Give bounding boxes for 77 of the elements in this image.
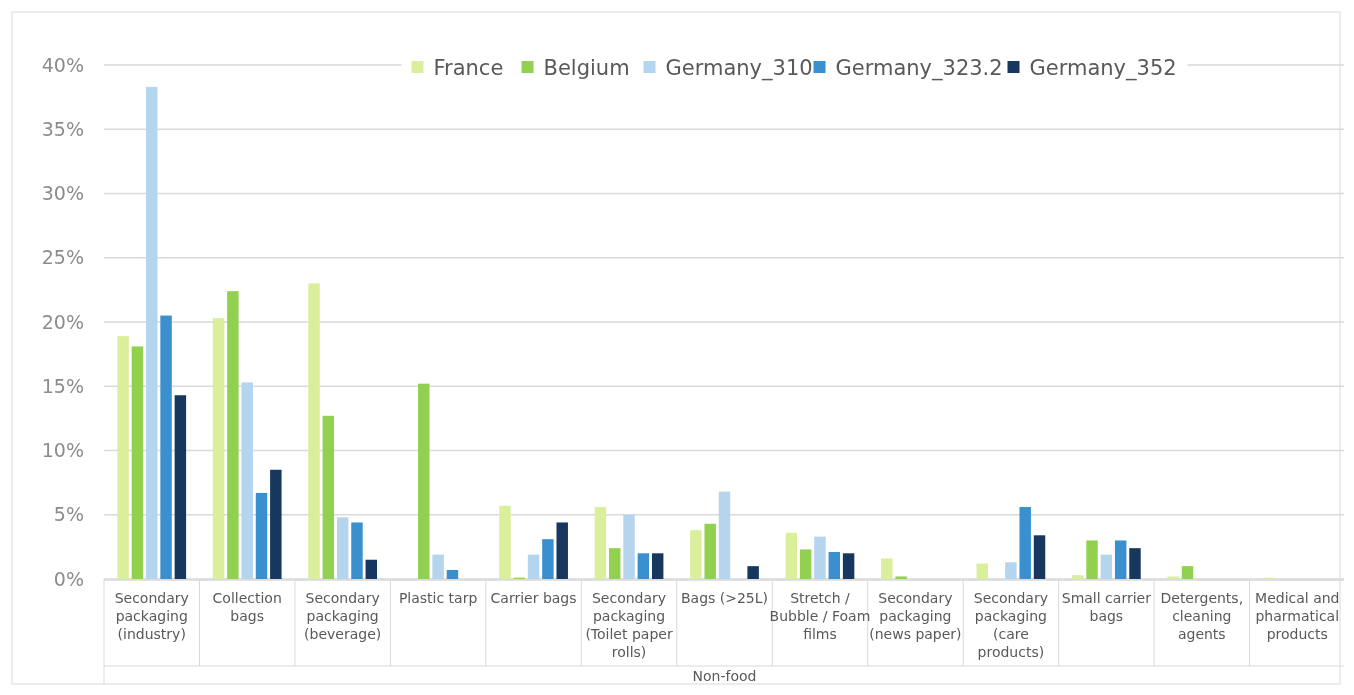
bar (785, 532, 798, 579)
bar (637, 553, 650, 579)
x-tick-label: Detergents, cleaning agents (1160, 590, 1244, 642)
legend-label: Germany_310 (665, 56, 813, 82)
x-tick-label: Collection bags (212, 590, 282, 624)
legend-label: Belgium (543, 56, 630, 81)
bar (623, 514, 635, 579)
bar (270, 469, 282, 579)
y-tick-label: 10% (41, 439, 84, 462)
y-tick-label: 40% (41, 53, 84, 76)
bar (747, 566, 759, 579)
bar (212, 318, 225, 579)
bar (1181, 566, 1194, 579)
bar (1100, 554, 1113, 579)
y-tick-label: 25% (41, 246, 84, 269)
bar (146, 86, 158, 579)
bar (842, 553, 855, 579)
bar (1019, 507, 1031, 579)
bar (704, 523, 716, 579)
bar (174, 395, 187, 579)
bar (651, 553, 664, 579)
bar (881, 558, 893, 579)
bar (446, 570, 459, 579)
bar (499, 505, 511, 579)
x-tick-label: Plastic tarp (398, 590, 478, 606)
x-tick-label: Secondary packaging (industry) (114, 590, 189, 642)
legend-label: France (433, 56, 504, 81)
bar (718, 491, 731, 579)
x-tick-label: Carrier bags (490, 590, 577, 606)
bar (351, 522, 363, 579)
y-tick-label: 35% (41, 117, 84, 140)
bar (432, 554, 444, 579)
bar (527, 554, 540, 579)
bar (895, 576, 907, 579)
bar (241, 382, 253, 579)
x-tick-label: Secondary packaging (news paper) (869, 590, 962, 642)
bar (828, 552, 841, 579)
x-tick-label: Small carrier bags (1061, 590, 1152, 624)
bar (1114, 540, 1127, 579)
bar (1086, 540, 1098, 579)
bar (608, 548, 621, 579)
bar (131, 346, 144, 579)
bar (117, 336, 129, 579)
bar (418, 383, 430, 579)
y-tick-label: 30% (41, 182, 84, 205)
bar (1167, 576, 1179, 579)
bar (227, 291, 239, 579)
y-tick-label: 20% (41, 310, 84, 333)
x-tick-label: Stretch / Bubble / Foam films (769, 590, 871, 642)
bar (336, 517, 349, 579)
legend-label: Germany_352 (1029, 56, 1177, 82)
bar (308, 283, 320, 579)
bar (1033, 535, 1046, 579)
y-tick-label: 15% (41, 374, 84, 397)
bar (1071, 575, 1084, 579)
x-tick-label: Medical and pharmatical products (1255, 590, 1340, 642)
bar (542, 539, 554, 579)
bar (160, 315, 172, 579)
legend-label: Germany_323.2 (835, 56, 1003, 82)
y-tick-label: 5% (53, 503, 84, 526)
bar (1005, 562, 1017, 579)
bar (976, 563, 988, 579)
x-tick-label: Secondary packaging (care products) (973, 590, 1048, 660)
bar (255, 492, 268, 579)
bar (556, 522, 568, 579)
y-tick-label: 0% (53, 567, 84, 590)
x-tick-label: Secondary packaging (beverage) (304, 590, 382, 642)
bar (322, 415, 335, 579)
bar (799, 549, 812, 579)
x-axis-title: Non-food (692, 668, 757, 684)
bar (1129, 548, 1141, 579)
bar (690, 530, 702, 579)
bar (814, 536, 826, 579)
x-tick-label: Bags (>25L) (680, 590, 769, 606)
bar (365, 559, 378, 579)
bar (594, 507, 607, 579)
x-tick-label: Secondary packaging (Toilet paper rolls) (585, 590, 673, 660)
